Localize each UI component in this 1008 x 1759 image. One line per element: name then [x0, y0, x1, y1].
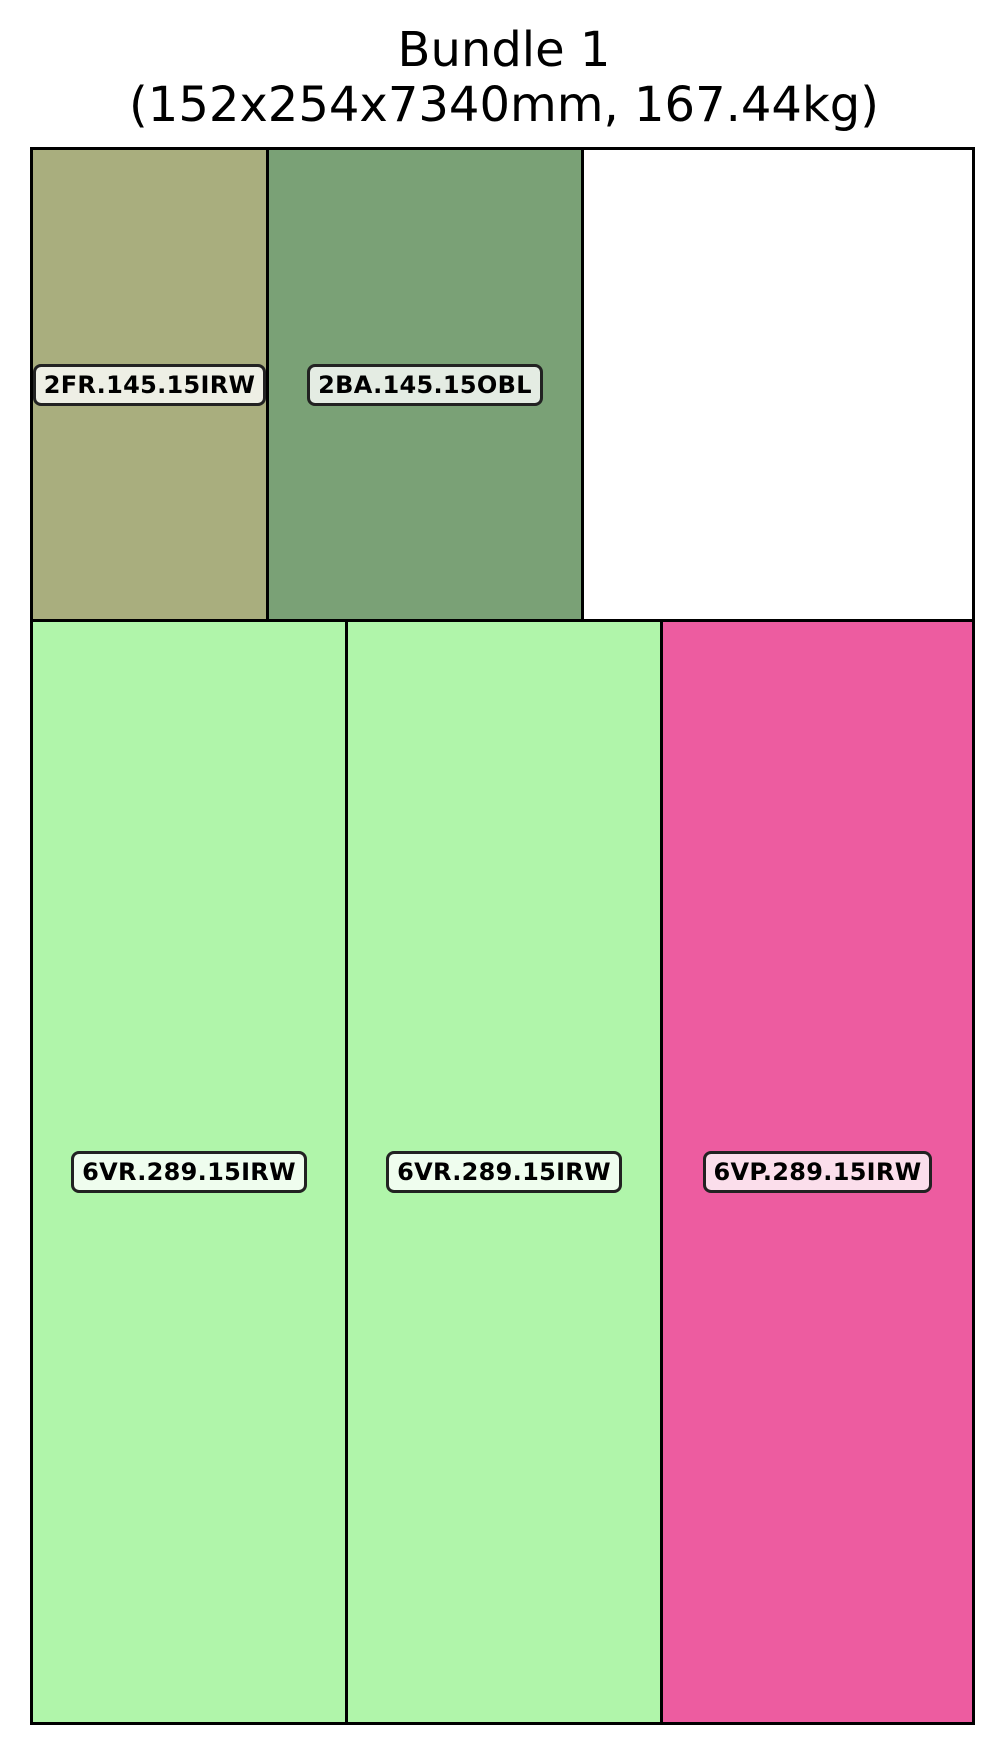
bundle-title: Bundle 1 — [397, 22, 611, 78]
piece-6vr-289-b: 6VR.289.15IRW — [345, 619, 663, 1725]
piece-6vp-289: 6VP.289.15IRW — [660, 619, 975, 1725]
piece-label: 6VR.289.15IRW — [71, 1151, 307, 1193]
bundle-dimensions: (152x254x7340mm, 167.44kg) — [129, 77, 879, 133]
piece-2ba-145: 2BA.145.15OBL — [266, 147, 584, 622]
piece-2fr-145: 2FR.145.15IRW — [30, 147, 269, 622]
piece-label: 2FR.145.15IRW — [32, 363, 267, 406]
piece-6vr-289-a: 6VR.289.15IRW — [30, 619, 348, 1725]
bundle-cross-section: 2FR.145.15IRW 2BA.145.15OBL 6VR.289.15IR… — [30, 147, 975, 1725]
piece-label: 2BA.145.15OBL — [307, 363, 543, 406]
empty-space — [581, 147, 975, 622]
piece-label: 6VP.289.15IRW — [702, 1151, 933, 1193]
piece-label: 6VR.289.15IRW — [386, 1151, 622, 1193]
